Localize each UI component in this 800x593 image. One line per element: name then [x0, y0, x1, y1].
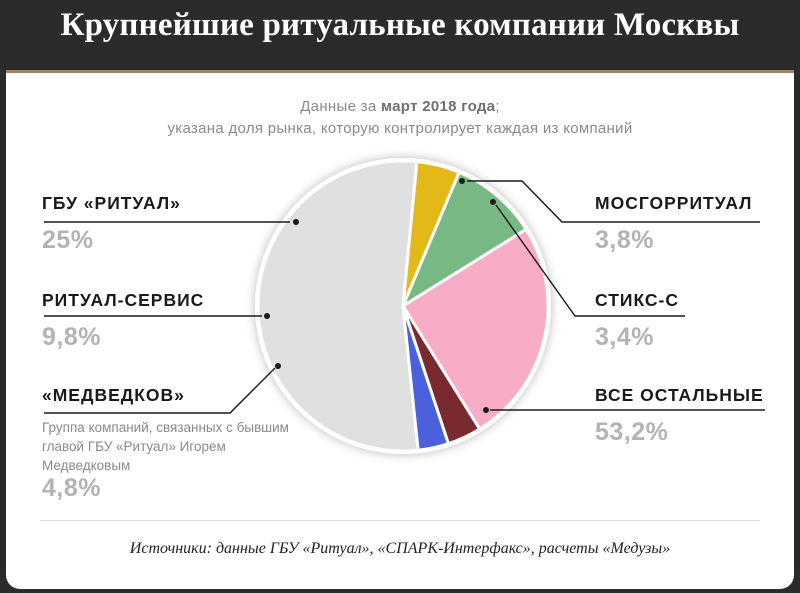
pie-slice-ritual: [401, 227, 550, 431]
subtitle-date: март 2018 года: [380, 98, 496, 115]
subtitle-prefix: Данные за: [300, 98, 381, 115]
label-vse-name: ВСЕ ОСТАЛЬНЫЕ: [595, 385, 764, 405]
label-mosgor-value: 3,8%: [595, 226, 654, 254]
subtitle-line-1: Данные за март 2018 года;: [0, 98, 800, 115]
label-servis-name: РИТУАЛ-СЕРВИС: [42, 290, 205, 310]
label-stiks-name: СТИКС-С: [595, 290, 680, 310]
label-stiks-value: 3,4%: [595, 323, 654, 351]
label-vse-value: 53,2%: [595, 418, 669, 446]
pie-slice-vse: [256, 159, 420, 453]
footer-divider: [40, 520, 760, 521]
leader-dot-mosgor: [459, 178, 465, 184]
label-medvedkov-note: Группа компаний, связанных с бывшим глав…: [42, 420, 289, 473]
leader-line-mosgor: [467, 180, 760, 223]
subtitle-suffix: ;: [495, 98, 500, 115]
leader-dot-medvedkov: [275, 363, 281, 369]
label-medvedkov-name: «МЕДВЕДКОВ»: [42, 385, 185, 405]
subtitle-line-2: указана доля рынка, которую контролирует…: [167, 120, 633, 137]
source-note: Источники: данные ГБУ «Ритуал», «СПАРК-И…: [129, 540, 671, 557]
label-servis-value: 9,8%: [42, 323, 101, 351]
leader-dot-servis: [264, 313, 270, 319]
leader-dot-vse: [483, 407, 489, 413]
leader-dot-stiks: [490, 199, 496, 205]
pie-slice-servis: [401, 170, 528, 308]
pie-slice-stiks: [401, 304, 450, 452]
leader-dot-ritual: [293, 219, 299, 225]
label-medvedkov-value: 4,8%: [42, 474, 101, 502]
leader-line-medvedkov: [44, 367, 276, 414]
label-mosgor-name: МОСГОРРИТУАЛ: [595, 193, 753, 213]
label-ritual-value: 25%: [42, 226, 94, 254]
accent-bar: [6, 70, 794, 73]
leader-line-stiks: [495, 204, 685, 317]
label-ritual-name: ГБУ «РИТУАЛ»: [42, 193, 181, 213]
chart-title: Крупнейшие ритуальные компании Москвы: [60, 7, 740, 43]
